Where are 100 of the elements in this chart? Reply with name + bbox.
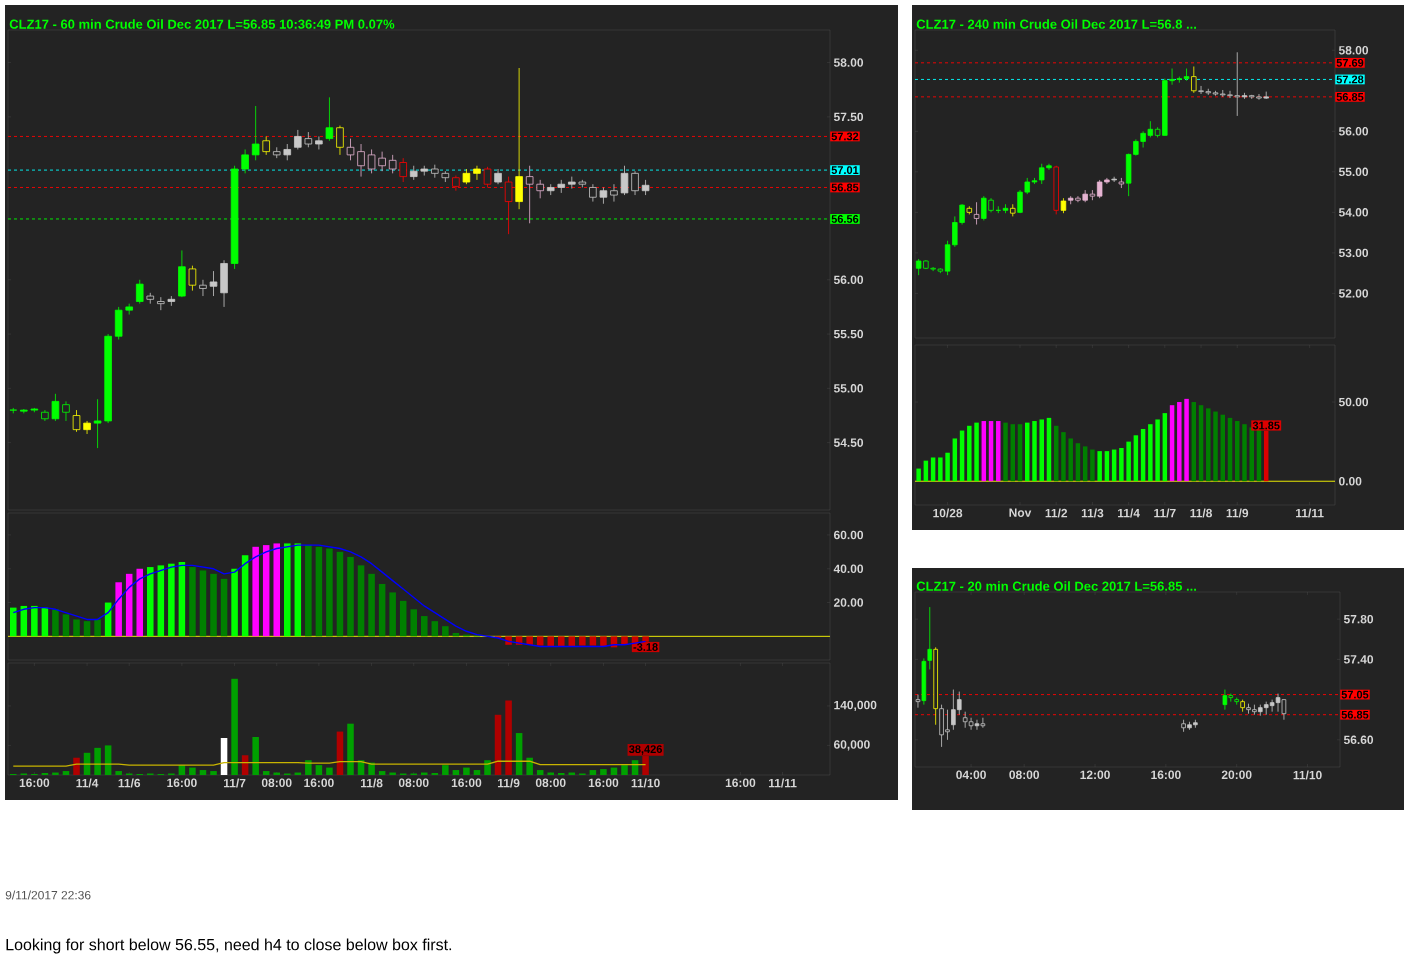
bar — [199, 570, 207, 637]
bar — [210, 771, 217, 775]
bar — [357, 565, 365, 637]
bar — [1032, 421, 1037, 482]
x-tick-label: 11/7 — [223, 778, 246, 788]
bar — [368, 573, 375, 637]
ref-line-label: 57.01 — [831, 166, 859, 174]
bar — [1242, 424, 1247, 482]
x-tick-label: 11/10 — [1293, 770, 1322, 780]
data-label: 31.85 — [1252, 421, 1280, 430]
bar — [262, 771, 270, 775]
x-tick-label: 11/4 — [76, 778, 99, 788]
bar — [52, 609, 59, 637]
chart-title: CLZ17 - 20 min Crude Oil Dec 2017 L=56.85 ... — [916, 581, 1196, 591]
candlestick — [262, 136, 270, 156]
y-tick-label: 57.50 — [833, 112, 864, 122]
y-tick-label: 53.00 — [1338, 248, 1369, 258]
candlestick — [399, 157, 407, 183]
bar — [589, 636, 597, 646]
candlestick — [1183, 68, 1190, 82]
candlestick — [367, 149, 376, 174]
bar — [1003, 422, 1008, 482]
bar — [189, 567, 196, 637]
bar — [241, 555, 249, 637]
candlestick — [135, 279, 144, 305]
candlestick — [209, 270, 218, 297]
bar — [1126, 441, 1131, 482]
bar — [526, 636, 533, 645]
y-tick-label: 57.40 — [1343, 655, 1374, 664]
bar — [389, 592, 396, 637]
bar — [967, 425, 972, 482]
chart-title: CLZ17 - 60 min Crude Oil Dec 2017 L=56.85 10:36:49 PM 0.07% — [9, 19, 395, 29]
bar — [94, 747, 101, 775]
y-tick-label: 56.00 — [1338, 127, 1369, 136]
x-tick-label: 16:00 — [451, 778, 482, 788]
x-tick-label: 11/8 — [1190, 508, 1213, 518]
bar — [1090, 449, 1095, 482]
data-label: -3.18 — [633, 643, 658, 651]
y-tick-label: 40.00 — [833, 564, 864, 573]
bar — [547, 636, 554, 647]
bar — [938, 457, 943, 482]
candlestick — [241, 149, 249, 174]
candlestick — [346, 138, 355, 161]
x-tick-label: 08:00 — [535, 778, 566, 788]
ref-line-label: 56.85 — [1341, 710, 1369, 719]
bar — [220, 578, 228, 637]
bar — [974, 422, 979, 482]
y-tick-label: 60.00 — [833, 530, 864, 540]
bar — [621, 765, 628, 775]
bar — [347, 723, 354, 775]
ref-line-label: 57.69 — [1336, 58, 1364, 67]
bar — [31, 605, 38, 637]
y-tick-label: 54.00 — [1338, 208, 1369, 217]
bar — [421, 616, 428, 637]
y-tick-label: 56.60 — [1343, 735, 1374, 745]
candlestick — [589, 183, 597, 202]
x-tick-label: 16:00 — [588, 778, 619, 788]
x-tick-label: 20:00 — [1221, 770, 1252, 780]
x-tick-label: 16:00 — [167, 778, 197, 788]
bar — [336, 551, 344, 637]
x-tick-label: Nov — [1009, 508, 1032, 517]
x-tick-label: 11/7 — [1154, 508, 1176, 518]
candlestick — [631, 170, 639, 196]
candlestick — [72, 409, 81, 433]
bar — [568, 636, 576, 647]
chart-title: CLZ17 - 240 min Crude Oil Dec 2017 L=56.8 ... — [916, 19, 1196, 29]
bar — [157, 565, 165, 637]
candlestick — [927, 606, 933, 670]
bar — [83, 621, 91, 637]
bar — [315, 546, 323, 637]
bar — [399, 600, 407, 637]
candlestick — [294, 129, 302, 150]
bar — [996, 421, 1001, 482]
x-tick-label: 11/3 — [1081, 508, 1104, 518]
bar — [452, 770, 460, 775]
bar — [189, 767, 196, 775]
x-tick-label: 08:00 — [261, 778, 292, 788]
x-tick-label: 11/8 — [360, 778, 383, 788]
candlestick — [336, 125, 344, 156]
bar — [442, 626, 449, 637]
x-tick-label: 08:00 — [398, 778, 429, 788]
bar — [1155, 419, 1160, 482]
candlestick — [51, 393, 60, 422]
bar — [1061, 432, 1066, 482]
bar — [1068, 438, 1073, 482]
x-tick-label: 10/28 — [933, 508, 963, 518]
bar — [147, 567, 154, 637]
bar — [273, 543, 280, 637]
text: 9/11/2017 22:36 — [5, 890, 91, 900]
bar — [1039, 419, 1044, 482]
x-tick-label: 12:00 — [1080, 770, 1110, 780]
bar — [1119, 447, 1124, 482]
bar — [294, 543, 302, 637]
bar — [410, 609, 417, 637]
ref-line-label: 57.05 — [1341, 690, 1369, 699]
bar — [1206, 408, 1211, 482]
candlestick — [973, 201, 980, 225]
ref-line-label: 57.28 — [1336, 75, 1364, 84]
bar — [10, 607, 17, 637]
bar — [252, 737, 259, 775]
